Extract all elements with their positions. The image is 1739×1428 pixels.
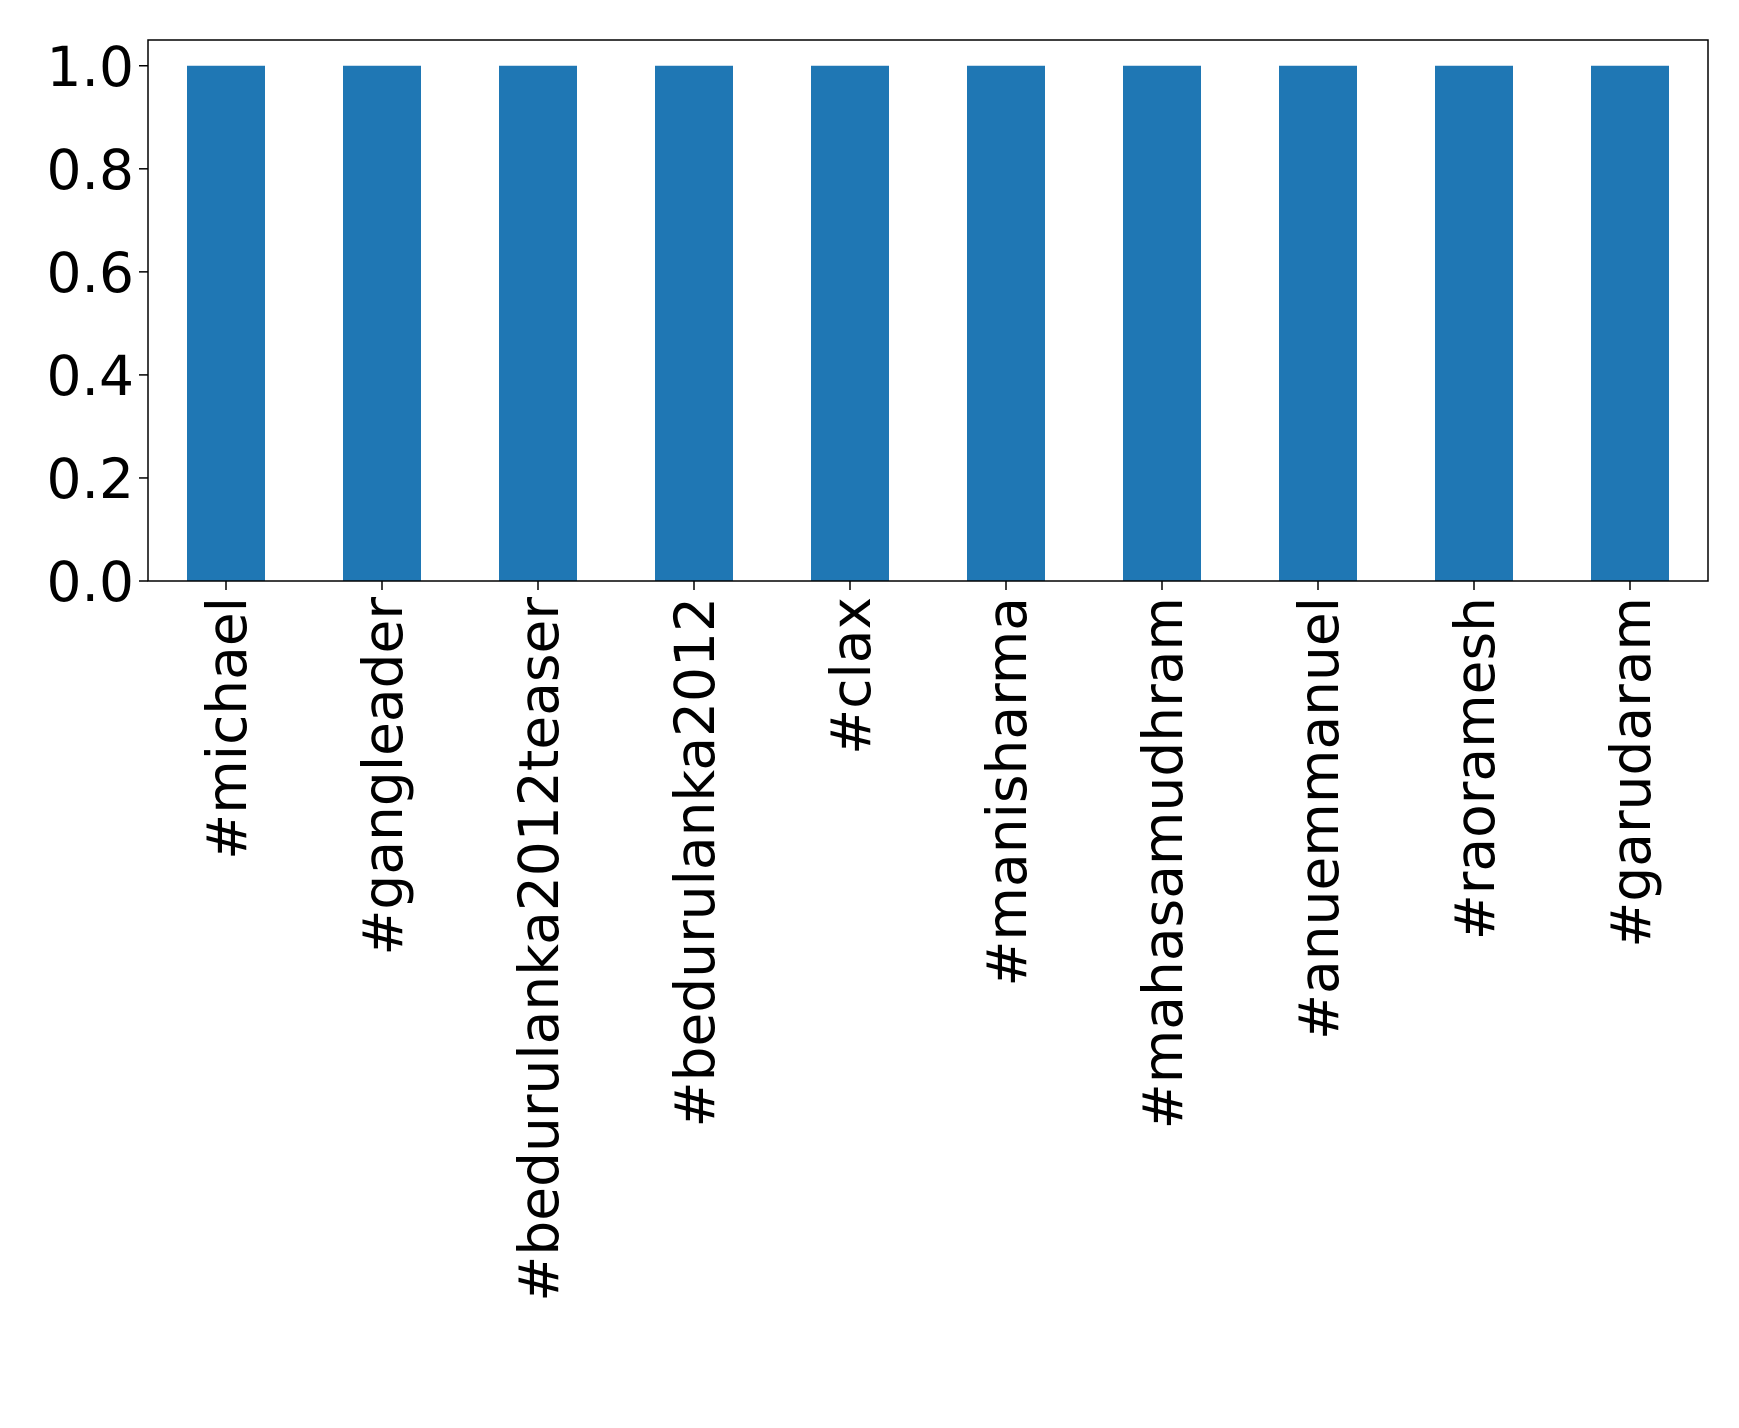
y-tick-label: 0.0: [47, 550, 134, 614]
x-tick-label: #bedurulanka2012teaser: [507, 597, 571, 1302]
bar: [1123, 65, 1201, 581]
x-tick-label: #mahasamudhram: [1131, 597, 1195, 1129]
x-tick-label: #raoramesh: [1443, 597, 1507, 940]
bar: [1591, 65, 1669, 581]
bar: [1279, 65, 1357, 581]
y-tick-label: 0.2: [47, 447, 134, 511]
y-tick-label: 0.4: [47, 344, 134, 408]
bar: [499, 65, 577, 581]
bar: [1435, 65, 1513, 581]
x-tick-label: #gangleader: [351, 597, 415, 956]
y-tick-label: 0.8: [47, 138, 134, 202]
x-tick-label: #anuemmanuel: [1287, 597, 1351, 1040]
y-tick-label: 1.0: [47, 35, 134, 99]
bar: [343, 65, 421, 581]
bar: [811, 65, 889, 581]
x-tick-label: #bedurulanka2012: [663, 597, 727, 1127]
bar: [187, 65, 265, 581]
plot-frame: [147, 39, 1709, 582]
bar: [655, 65, 733, 581]
x-tick-label: #clax: [819, 597, 883, 755]
x-tick-label: #manisharma: [975, 597, 1039, 987]
x-tick-label: #garudaram: [1599, 597, 1663, 948]
x-tick-label: #michael: [195, 597, 259, 860]
y-tick-label: 0.6: [47, 241, 134, 305]
bar: [967, 65, 1045, 581]
